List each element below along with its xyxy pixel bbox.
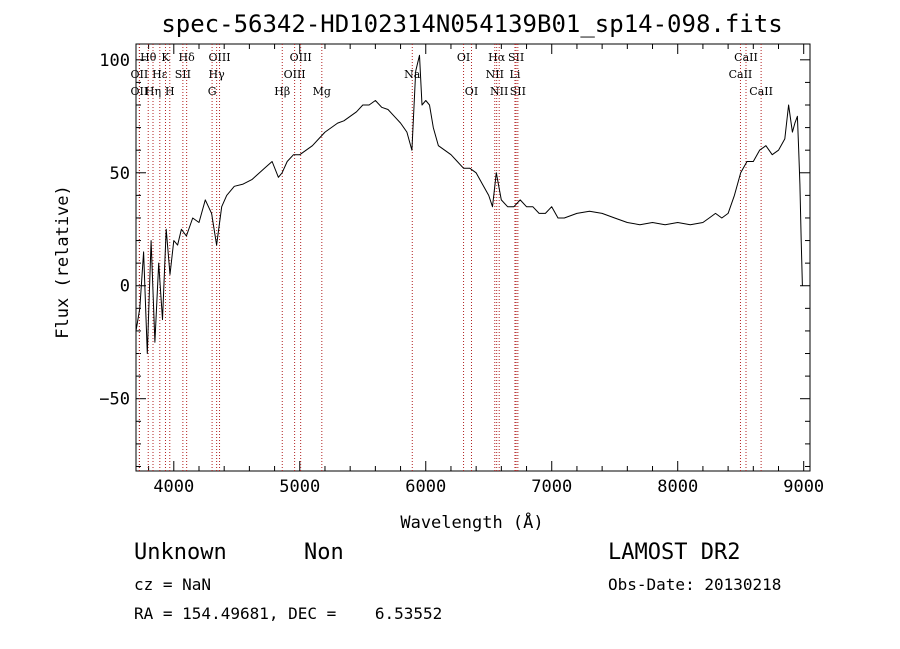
spectral-line-label: K	[161, 51, 170, 64]
spectral-line-label: NII	[490, 85, 508, 98]
spectral-line-label: OI	[465, 85, 478, 98]
spectral-line-label: CaII	[729, 68, 753, 81]
spectral-line-label: OIII	[290, 51, 312, 64]
spectral-line-label: Li	[510, 68, 521, 81]
spectral-line-label: G	[208, 85, 217, 98]
spectral-line-label: SII	[510, 85, 526, 98]
x-axis-label: Wavelength (Å)	[400, 511, 543, 533]
spectral-line-label: SII	[508, 51, 524, 64]
x-tick-label: 6000	[405, 477, 446, 497]
spectral-line-label: OII	[131, 85, 149, 98]
spectral-line-label: Hγ	[209, 68, 226, 81]
y-tick-label: 50	[110, 164, 130, 184]
spectral-line-label: OIII	[284, 68, 306, 81]
spectral-line-label: CaII	[734, 51, 758, 64]
spectral-line-label: Na	[404, 68, 421, 81]
y-tick-label: −50	[99, 390, 130, 410]
spectral-line-label: CaII	[749, 85, 773, 98]
object-subclass: Non	[304, 540, 344, 565]
spectral-line-label: Hε	[152, 68, 168, 81]
x-tick-label: 9000	[783, 477, 824, 497]
object-class: Unknown	[134, 540, 227, 565]
obs-date: Obs-Date: 20130218	[608, 575, 782, 594]
spectral-line-label: Hβ	[274, 85, 290, 98]
y-tick-label: 0	[120, 277, 130, 297]
x-tick-label: 5000	[279, 477, 320, 497]
ra-dec: RA = 154.49681, DEC = 6.53552	[134, 604, 443, 623]
x-tick-label: 4000	[153, 477, 194, 497]
spectral-line-label: Hδ	[179, 51, 196, 64]
spectral-line-label: OI	[457, 51, 470, 64]
spectral-line-label: SII	[175, 68, 191, 81]
spectrum-line	[135, 54, 803, 354]
chart-title: spec-56342-HD102314N054139B01_sp14-098.f…	[161, 10, 782, 38]
y-axis-label: Flux (relative)	[53, 185, 73, 339]
plot-frame	[135, 43, 811, 472]
redshift-cz: cz = NaN	[134, 575, 212, 594]
spectral-line-label: Mg	[313, 85, 331, 98]
axes	[135, 43, 811, 472]
y-tick-label: 100	[99, 51, 130, 71]
x-tick-label: 8000	[657, 477, 698, 497]
spectrum-series	[135, 54, 803, 354]
spectral-line-label: OIII	[208, 51, 230, 64]
spectral-line-label: Hθ	[140, 51, 157, 64]
survey-name: LAMOST DR2	[608, 540, 741, 565]
spectral-line-label: Hα	[488, 51, 506, 64]
spectral-line-label: NII	[486, 68, 504, 81]
spectral-line-label: Hη	[145, 85, 161, 98]
tick-labels: 4000 5000 6000 7000 8000 9000 −50 0 50 100	[99, 51, 824, 497]
spectral-line-label: H	[165, 85, 175, 98]
x-tick-label: 7000	[531, 477, 572, 497]
